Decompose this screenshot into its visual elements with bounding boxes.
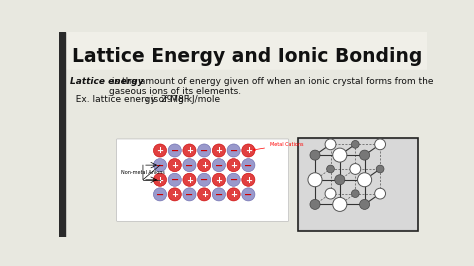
Text: +: + (156, 146, 164, 155)
Text: +: + (230, 161, 237, 170)
Text: is the amount of energy given off when an ionic crystal forms from the
gaseous i: is the amount of energy given off when a… (109, 77, 433, 96)
Text: +: + (201, 190, 208, 199)
Ellipse shape (227, 159, 240, 172)
Text: Metal Cations: Metal Cations (254, 142, 303, 151)
Ellipse shape (350, 164, 361, 174)
Text: −: − (229, 175, 237, 185)
Text: −: − (156, 190, 164, 200)
Ellipse shape (357, 173, 372, 187)
Ellipse shape (310, 200, 320, 209)
Text: −: − (244, 190, 253, 200)
Bar (64, 70, 427, 237)
FancyBboxPatch shape (117, 139, 289, 221)
Text: +: + (171, 161, 178, 170)
Ellipse shape (333, 148, 347, 162)
Text: +: + (230, 190, 237, 199)
Text: −: − (171, 146, 179, 156)
Ellipse shape (154, 188, 166, 201)
Ellipse shape (168, 159, 182, 172)
Text: +: + (156, 176, 164, 185)
Bar (298, 138, 418, 231)
Ellipse shape (242, 173, 255, 186)
Ellipse shape (325, 188, 336, 199)
Text: is 2978 kJ/mole: is 2978 kJ/mole (148, 95, 220, 104)
Text: 2: 2 (145, 97, 148, 102)
Ellipse shape (310, 150, 320, 160)
Text: +: + (186, 146, 193, 155)
Ellipse shape (308, 173, 322, 187)
Bar (59, 32, 64, 237)
Text: Ex. lattice energy of MgF: Ex. lattice energy of MgF (70, 95, 189, 104)
Ellipse shape (212, 159, 226, 172)
Ellipse shape (212, 173, 226, 186)
Ellipse shape (374, 139, 385, 150)
Ellipse shape (154, 173, 166, 186)
Text: +: + (171, 190, 178, 199)
Ellipse shape (351, 190, 359, 197)
Text: +: + (245, 176, 252, 185)
Ellipse shape (376, 165, 384, 173)
Ellipse shape (227, 173, 240, 186)
Text: −: − (200, 175, 208, 185)
Text: Lattice Energy and Ionic Bonding: Lattice Energy and Ionic Bonding (72, 47, 422, 66)
Bar (64, 32, 427, 70)
Ellipse shape (360, 150, 370, 160)
Ellipse shape (360, 200, 370, 209)
Ellipse shape (198, 144, 211, 157)
Ellipse shape (374, 188, 385, 199)
Text: −: − (185, 160, 193, 171)
Ellipse shape (198, 173, 211, 186)
Ellipse shape (335, 175, 345, 185)
Ellipse shape (183, 159, 196, 172)
Text: −: − (215, 190, 223, 200)
Text: +: + (215, 176, 222, 185)
Ellipse shape (227, 188, 240, 201)
Ellipse shape (325, 139, 336, 150)
Text: Non-metal Anions: Non-metal Anions (121, 170, 165, 175)
Ellipse shape (351, 140, 359, 148)
Ellipse shape (327, 165, 334, 173)
Ellipse shape (183, 173, 196, 186)
Ellipse shape (198, 159, 211, 172)
Text: +: + (186, 176, 193, 185)
Ellipse shape (154, 159, 166, 172)
Text: −: − (215, 160, 223, 171)
Ellipse shape (168, 188, 182, 201)
Text: Lattice energy: Lattice energy (70, 77, 144, 86)
Ellipse shape (168, 173, 182, 186)
Text: +: + (215, 146, 222, 155)
Text: −: − (156, 160, 164, 171)
Ellipse shape (183, 144, 196, 157)
Ellipse shape (154, 144, 166, 157)
Ellipse shape (333, 197, 347, 211)
Text: −: − (229, 146, 237, 156)
Ellipse shape (242, 159, 255, 172)
Ellipse shape (183, 188, 196, 201)
Ellipse shape (242, 144, 255, 157)
Ellipse shape (242, 188, 255, 201)
Text: −: − (244, 160, 253, 171)
Text: +: + (245, 146, 252, 155)
Ellipse shape (198, 188, 211, 201)
Text: +: + (201, 161, 208, 170)
Text: −: − (185, 190, 193, 200)
Text: −: − (200, 146, 208, 156)
Text: −: − (171, 175, 179, 185)
Ellipse shape (212, 188, 226, 201)
Bar (300, 140, 417, 229)
Ellipse shape (168, 144, 182, 157)
Ellipse shape (227, 144, 240, 157)
Ellipse shape (212, 144, 226, 157)
